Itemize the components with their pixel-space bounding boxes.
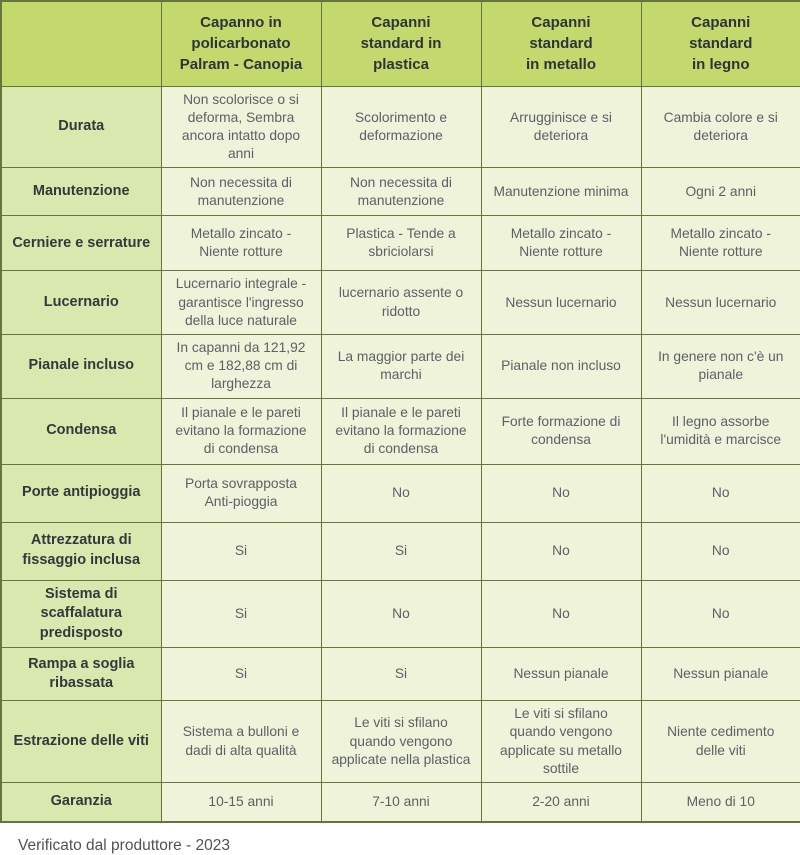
data-cell: Il legno assorbe l'umidità e marcisce xyxy=(640,397,800,465)
data-cell: Cambia colore e si deteriora xyxy=(640,85,800,169)
column-header: Capanni standard in metallo xyxy=(480,0,642,87)
data-cell: Nessun lucernario xyxy=(640,270,800,335)
data-cell: Si xyxy=(320,521,482,581)
row-label: Lucernario xyxy=(0,270,162,335)
data-cell: Manutenzione minima xyxy=(480,167,642,217)
data-cell: Nessun lucernario xyxy=(480,270,642,335)
data-cell: No xyxy=(480,463,642,523)
data-cell: Le viti si sfilano quando vengono applic… xyxy=(320,700,482,784)
row-label: Garanzia xyxy=(0,782,162,823)
data-cell: No xyxy=(640,463,800,523)
row-label: Sistema di scaffalatura predisposto xyxy=(0,579,162,649)
comparison-table: Capanno in policarbonato Palram - Canopi… xyxy=(0,0,800,823)
row-label: Durata xyxy=(0,85,162,169)
data-cell: La maggior parte dei marchi xyxy=(320,333,482,399)
table-row: Rampa a soglia ribassata Si Si Nessun piana… xyxy=(0,647,800,702)
row-label: Estrazione delle viti xyxy=(0,700,162,784)
row-label: Attrezzatura di fissaggio inclusa xyxy=(0,521,162,581)
data-cell: Scolorimento e deformazione xyxy=(320,85,482,169)
column-header: Capanno in policarbonato Palram - Canopi… xyxy=(160,0,322,87)
data-cell: Meno di 10 xyxy=(640,782,800,823)
row-label: Cerniere e serrature xyxy=(0,215,162,272)
table-row: Lucernario Lucernario integrale - garanti… xyxy=(0,270,800,335)
row-label: Rampa a soglia ribassata xyxy=(0,647,162,702)
header-row: Capanno in policarbonato Palram - Canopi… xyxy=(0,0,800,87)
table-row: Durata Non scolorisce o si deforma, Sembr… xyxy=(0,85,800,169)
table-row: Estrazione delle viti Sistema a bulloni e… xyxy=(0,700,800,784)
column-header: Capanni standard in plastica xyxy=(320,0,482,87)
table-row: Cerniere e serrature Metallo zincato - Ni… xyxy=(0,215,800,272)
data-cell: Ogni 2 anni xyxy=(640,167,800,217)
data-cell: No xyxy=(320,579,482,649)
data-cell: Niente cedimento delle viti xyxy=(640,700,800,784)
table-row: Manutenzione Non necessita di manutenzion… xyxy=(0,167,800,217)
row-label: Manutenzione xyxy=(0,167,162,217)
data-cell: Non necessita di manutenzione xyxy=(160,167,322,217)
data-cell: Nessun pianale xyxy=(480,647,642,702)
row-label: Porte antipioggia xyxy=(0,463,162,523)
data-cell: No xyxy=(640,521,800,581)
data-cell: In genere non c'è un pianale xyxy=(640,333,800,399)
data-cell: No xyxy=(480,521,642,581)
data-cell: Si xyxy=(160,647,322,702)
table-row: Condensa Il pianale e le pareti evitano l… xyxy=(0,397,800,465)
data-cell: Si xyxy=(160,579,322,649)
table-row: Pianale incluso In capanni da 121,92 cm e… xyxy=(0,333,800,399)
data-cell: Sistema a bulloni e dadi di alta qualità xyxy=(160,700,322,784)
data-cell: 10-15 anni xyxy=(160,782,322,823)
data-cell: Si xyxy=(160,521,322,581)
data-cell: Nessun pianale xyxy=(640,647,800,702)
data-cell: Non necessita di manutenzione xyxy=(320,167,482,217)
row-label: Condensa xyxy=(0,397,162,465)
table-row: Attrezzatura di fissaggio inclusa Si Si No N… xyxy=(0,521,800,581)
data-cell: Lucernario integrale - garantisce l'ingr… xyxy=(160,270,322,335)
table-row: Porte antipioggia Porta sovrapposta Anti-… xyxy=(0,463,800,523)
data-cell: Si xyxy=(320,647,482,702)
data-cell: Metallo zincato - Niente rotture xyxy=(640,215,800,272)
row-label: Pianale incluso xyxy=(0,333,162,399)
data-cell: lucernario assente o ridotto xyxy=(320,270,482,335)
corner-cell xyxy=(0,0,162,87)
data-cell: No xyxy=(320,463,482,523)
column-header: Capanni standard in legno xyxy=(640,0,800,87)
table-row: Garanzia 10-15 anni 7-10 anni 2-20 anni Meno… xyxy=(0,782,800,823)
table-row: Sistema di scaffalatura predisposto Si No N… xyxy=(0,579,800,649)
data-cell: Metallo zincato - Niente rotture xyxy=(160,215,322,272)
data-cell: 7-10 anni xyxy=(320,782,482,823)
table-body: Durata Non scolorisce o si deforma, Sembr… xyxy=(0,85,800,823)
data-cell: Il pianale e le pareti evitano la formaz… xyxy=(160,397,322,465)
data-cell: Non scolorisce o si deforma, Sembra anco… xyxy=(160,85,322,169)
data-cell: No xyxy=(480,579,642,649)
data-cell: In capanni da 121,92 cm e 182,88 cm di l… xyxy=(160,333,322,399)
data-cell: Metallo zincato - Niente rotture xyxy=(480,215,642,272)
data-cell: Forte formazione di condensa xyxy=(480,397,642,465)
data-cell: Plastica - Tende a sbriciolarsi xyxy=(320,215,482,272)
data-cell: Il pianale e le pareti evitano la formaz… xyxy=(320,397,482,465)
data-cell: No xyxy=(640,579,800,649)
data-cell: Pianale non incluso xyxy=(480,333,642,399)
data-cell: Porta sovrapposta Anti-pioggia xyxy=(160,463,322,523)
data-cell: Arrugginisce e si deteriora xyxy=(480,85,642,169)
verified-note: Verificato dal produttore - 2023 xyxy=(18,836,230,854)
data-cell: 2-20 anni xyxy=(480,782,642,823)
data-cell: Le viti si sfilano quando vengono applic… xyxy=(480,700,642,784)
